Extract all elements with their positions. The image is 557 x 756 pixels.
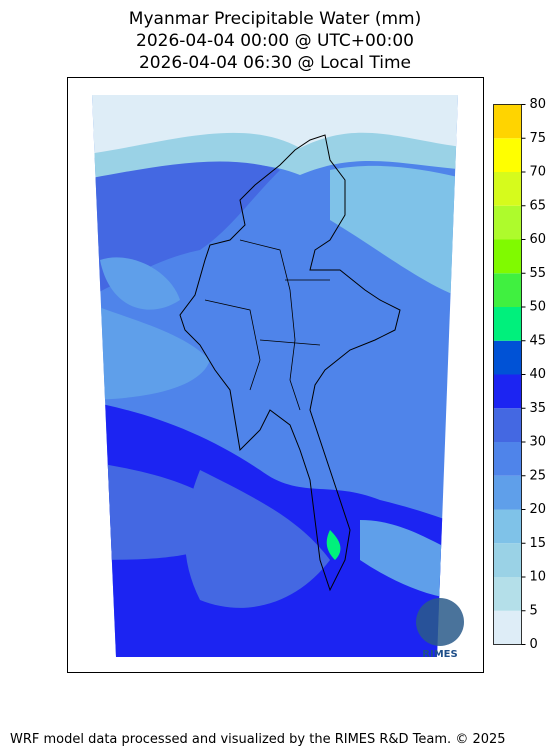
colorbar-segment [493, 239, 522, 274]
tick-label: 0 [530, 637, 538, 652]
title-line: Myanmar Precipitable Water (mm) [129, 9, 421, 29]
tick-label: 5 [530, 603, 538, 618]
colorbar-segment [493, 138, 522, 172]
colorbar-segment [493, 543, 522, 577]
tick-label: 30 [530, 435, 547, 450]
tick-label: 60 [530, 232, 547, 247]
colorbar-segment [493, 104, 522, 139]
tick-label: 20 [530, 502, 547, 517]
colorbar-segment [493, 509, 522, 544]
tick-label: 55 [530, 266, 547, 281]
title-line: 2026-04-04 00:00 @ UTC+00:00 [136, 31, 414, 51]
logo-text: RIMES [422, 649, 457, 660]
colorbar-segment [493, 374, 522, 409]
tick-label: 70 [530, 165, 547, 180]
colorbar-segment [493, 340, 522, 375]
tick-label: 75 [530, 131, 547, 146]
tick-label: 65 [530, 198, 547, 213]
tick-label: 10 [530, 570, 547, 585]
tick-label: 25 [530, 468, 547, 483]
map-frame [67, 77, 484, 673]
colorbar: 0 5 10 15 20 25 30 35 40 45 50 55 60 65 70 75 80 [493, 97, 547, 652]
colorbar-segment [493, 408, 522, 442]
colorbar-segment [493, 610, 522, 645]
colorbar-segment [493, 273, 522, 307]
tick-label: 40 [530, 367, 547, 382]
logo-emblem [416, 598, 464, 646]
tick-label: 50 [530, 300, 547, 315]
tick-label: 35 [530, 401, 547, 416]
footer: WRF model data processed and visualized … [10, 732, 506, 747]
colorbar-segment [493, 475, 522, 510]
map-field [92, 95, 458, 657]
colorbar-segment [493, 442, 522, 476]
colorbar-segment [493, 577, 522, 611]
tick-label: 80 [530, 97, 547, 112]
title-line: 2026-04-04 06:30 @ Local Time [139, 53, 411, 73]
country-outline [179, 134, 401, 592]
colorbar-frame [493, 104, 522, 645]
colorbar-segment [493, 172, 522, 206]
state-borders [204, 239, 330, 411]
tick-label: 15 [530, 536, 547, 551]
colorbar-segment [493, 307, 522, 341]
tick-label: 45 [530, 333, 547, 348]
colorbar-segment [493, 205, 522, 240]
